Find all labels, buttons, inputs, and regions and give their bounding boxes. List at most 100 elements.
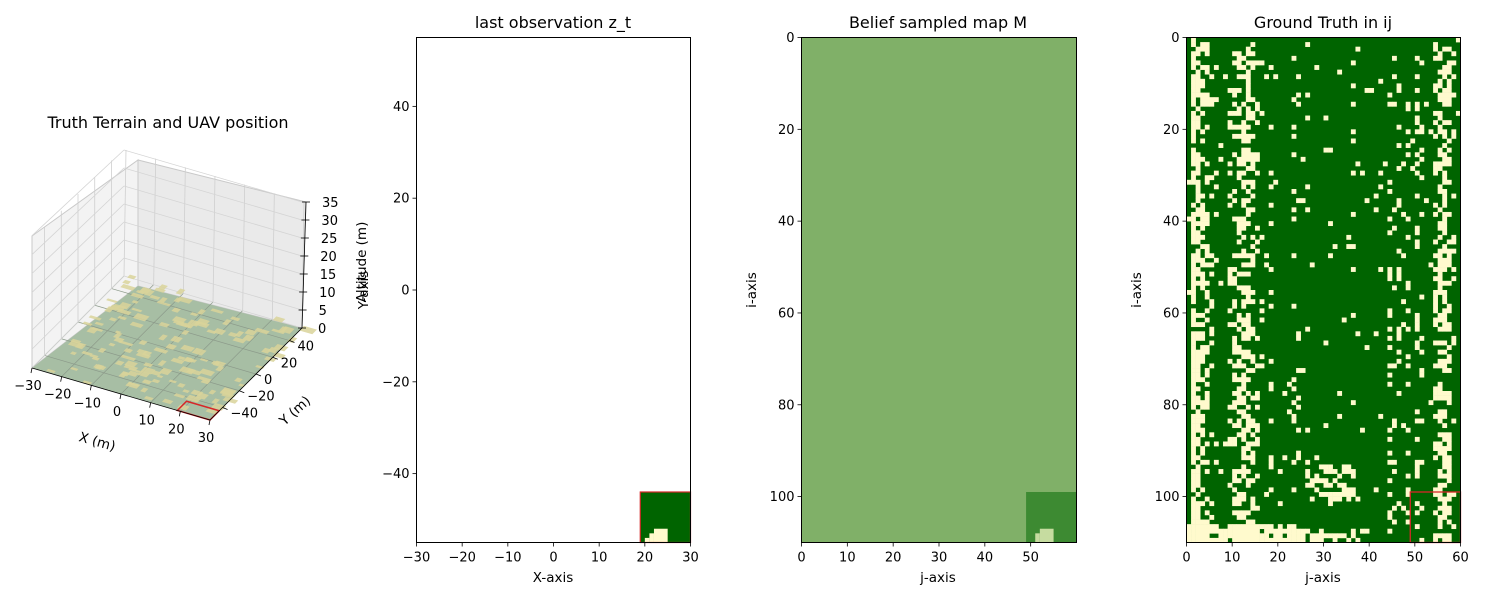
clearing-cell [1204, 381, 1210, 387]
clearing-cell [1419, 156, 1425, 162]
clearing-cell [1396, 335, 1402, 341]
clearing-cell [1232, 189, 1238, 194]
clearing-cell [1232, 524, 1238, 530]
clearing-cell [1305, 184, 1311, 190]
clearing-cell [1204, 92, 1210, 98]
clearing-cell [1337, 69, 1343, 75]
clearing-cell [1350, 244, 1356, 249]
clearing-cell [1191, 51, 1196, 57]
clearing-cell [1236, 478, 1242, 484]
clearing-cell [1387, 528, 1393, 534]
clearing-cell [1191, 234, 1196, 240]
clearing-cell [1245, 349, 1251, 355]
clearing-cell [1250, 161, 1256, 167]
terrain-clearing [222, 396, 239, 404]
clearing-cell [1204, 280, 1210, 286]
wall-grid-line [31, 257, 125, 350]
clearing-cell [1396, 202, 1402, 208]
clearing-cell [1204, 496, 1210, 502]
clearing-cell [1442, 267, 1448, 272]
y-ticks: 0 20 40 60 80 100 [770, 31, 802, 505]
clearing-cell [1414, 170, 1420, 176]
clearing-cell [1209, 299, 1215, 305]
x-tick-label: 0 [113, 405, 121, 420]
clearing-cell [1245, 537, 1251, 543]
clearing-cell [1191, 170, 1196, 176]
clearing-cell [1204, 308, 1210, 314]
clearing-cell [1227, 280, 1233, 286]
clearing-cell [1414, 464, 1420, 470]
clearing-cell [1323, 340, 1329, 346]
clearing-cell [1191, 505, 1196, 511]
clearing-cell [1209, 193, 1215, 199]
clearing-cell [1195, 537, 1201, 543]
clearing-cell [1405, 101, 1411, 107]
clearing-cell [1446, 469, 1452, 474]
clearing-cell [1200, 234, 1206, 240]
clearing-cell [1245, 189, 1251, 194]
clearing-cell [1195, 413, 1201, 419]
clearing-cell [1387, 514, 1393, 520]
clearing-cell [1191, 124, 1196, 130]
clearing-cell [1437, 450, 1443, 456]
clearing-cell [1250, 179, 1256, 185]
clearing-cell [1236, 271, 1242, 277]
terrain-clearing [46, 368, 56, 374]
terrain-clearing [120, 354, 137, 361]
x-tick-label: −10 [74, 396, 101, 411]
clearing-cell [1209, 97, 1215, 103]
clearing-cell [1373, 193, 1379, 199]
terrain-clearing [173, 393, 186, 399]
clearing-cell [1446, 505, 1452, 511]
clearing-cell [1433, 537, 1438, 543]
clearing-cell [1195, 524, 1201, 530]
clearing-cell [1442, 120, 1448, 126]
clearing-cell [1250, 326, 1256, 332]
clearing-cell [1241, 285, 1247, 291]
clearing-cell [1259, 234, 1265, 240]
clearing-cell [1291, 216, 1297, 222]
clearing-cell [1433, 363, 1438, 369]
clearing-cell [1195, 257, 1201, 263]
clearing-cell [1387, 189, 1393, 194]
clearing-cell [1396, 198, 1402, 204]
clearing-cell [1300, 198, 1306, 204]
belief-updated-region [1026, 492, 1077, 543]
clearing-cell [1437, 391, 1443, 396]
clearing-cell [1232, 124, 1238, 130]
clearing-cell [1442, 294, 1448, 300]
clearing-cell [1437, 326, 1443, 332]
clearing-cell [1255, 363, 1260, 369]
clearing-cell [1245, 285, 1251, 291]
clearing-cell [1209, 432, 1215, 438]
clearing-cell [1255, 60, 1260, 66]
clearing-cell [1350, 492, 1356, 497]
clearing-cell [1236, 51, 1242, 57]
clearing-cell [1241, 225, 1247, 231]
clearing-cell [1236, 423, 1242, 429]
x-ticks: −30−20−10 0 10 20 30 [14, 367, 214, 446]
clearing-cell [1442, 74, 1448, 80]
clearing-cell [1241, 413, 1247, 419]
clearing-cell [1323, 147, 1329, 153]
clearing-cell [1236, 253, 1242, 259]
clearing-cell [1346, 234, 1352, 240]
clearing-cell [1300, 533, 1306, 539]
clearing-cell [1273, 528, 1279, 534]
clearing-cell [1241, 381, 1247, 387]
clearing-cell [1437, 285, 1443, 291]
clearing-cell [1305, 92, 1311, 98]
clearing-cell [1314, 487, 1320, 493]
clearing-cell [1401, 161, 1406, 167]
observed-clearing-cell [649, 533, 654, 543]
clearing-cell [1250, 537, 1256, 543]
clearing-cell [1414, 239, 1420, 245]
clearing-cell [1405, 519, 1411, 525]
x-tick-label: 10 [839, 551, 856, 566]
clearing-cell [1314, 533, 1320, 539]
clearing-cell [1236, 432, 1242, 438]
terrain-clearing [153, 347, 169, 354]
chart-title: Belief sampled map M [849, 13, 1027, 32]
x-tick-label: 20 [637, 551, 654, 566]
clearing-cell [1446, 358, 1452, 364]
